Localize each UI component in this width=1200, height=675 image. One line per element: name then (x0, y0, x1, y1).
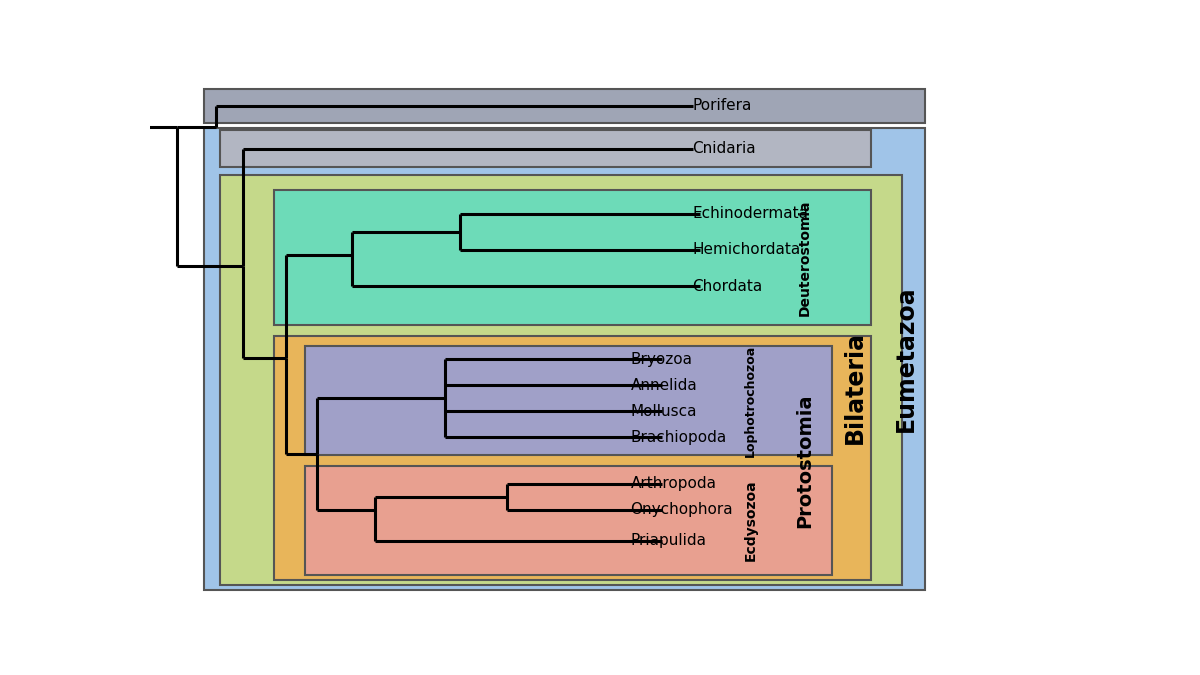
Text: Priapulida: Priapulida (630, 533, 707, 549)
Text: Lophotrochozoa: Lophotrochozoa (744, 344, 757, 457)
Text: Brachiopoda: Brachiopoda (630, 429, 727, 445)
Bar (204, 89, 925, 123)
Bar (274, 335, 871, 580)
Text: Porifera: Porifera (692, 99, 752, 113)
Text: Bilateria: Bilateria (844, 331, 868, 444)
Bar (305, 466, 832, 575)
Text: Deuterostomia: Deuterostomia (798, 200, 812, 316)
Text: Annelida: Annelida (630, 377, 697, 393)
Text: Arthropoda: Arthropoda (630, 477, 716, 491)
Bar (274, 190, 871, 325)
Text: Hemichordata: Hemichordata (692, 242, 800, 257)
Text: Eumetazoa: Eumetazoa (894, 286, 918, 433)
Text: Bryozoa: Bryozoa (630, 352, 692, 367)
Text: Protostomia: Protostomia (796, 393, 815, 528)
Text: Cnidaria: Cnidaria (692, 141, 756, 156)
Text: Onychophora: Onychophora (630, 502, 733, 517)
Bar (305, 346, 832, 455)
Text: Mollusca: Mollusca (630, 404, 697, 418)
Text: Ecdysozoa: Ecdysozoa (744, 479, 757, 561)
Bar (220, 130, 871, 167)
Bar (220, 175, 901, 585)
Text: Echinodermata: Echinodermata (692, 206, 809, 221)
Bar (204, 128, 925, 591)
Text: Chordata: Chordata (692, 279, 763, 294)
